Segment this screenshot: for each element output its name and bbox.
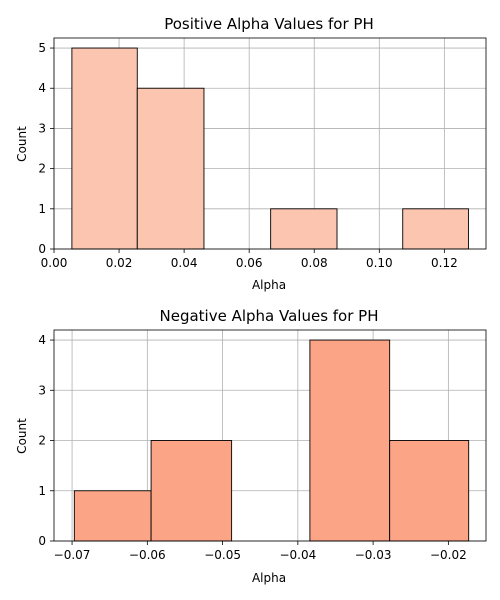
x-tick-label: 0.10 — [366, 256, 393, 270]
y-tick-label: 0 — [38, 534, 46, 548]
chart-positive-alpha: Positive Alpha Values for PH 0.00 0.02 0.0… — [15, 15, 487, 292]
histogram-bar — [150, 440, 233, 542]
plot-frame — [53, 37, 487, 250]
y-ticks: 0 1 2 3 4 — [38, 333, 54, 548]
x-tick-label: 0.02 — [106, 256, 133, 270]
x-tick-label: −0.07 — [54, 548, 91, 562]
chart-title: Negative Alpha Values for PH — [160, 307, 379, 325]
y-axis-label: Count — [15, 418, 29, 454]
bars — [71, 47, 469, 250]
x-axis-label: Alpha — [252, 278, 286, 292]
x-tick-label: −0.04 — [279, 548, 316, 562]
y-tick-label: 1 — [38, 484, 46, 498]
histogram-bar — [73, 490, 152, 542]
histogram-bar — [389, 440, 470, 542]
y-tick-label: 4 — [38, 333, 46, 347]
x-ticks: −0.07 −0.06 −0.05 −0.04 −0.03 −0.02 — [54, 541, 467, 562]
histogram-bar — [402, 208, 469, 250]
y-tick-label: 1 — [38, 202, 46, 216]
y-tick-label: 4 — [38, 81, 46, 95]
x-tick-label: 0.08 — [301, 256, 328, 270]
x-tick-label: −0.03 — [355, 548, 392, 562]
x-tick-label: 0.12 — [431, 256, 458, 270]
x-ticks: 0.00 0.02 0.04 0.06 0.08 0.10 0.12 — [41, 249, 458, 270]
x-tick-label: −0.05 — [204, 548, 241, 562]
y-tick-label: 2 — [38, 162, 46, 176]
chart-negative-alpha: Negative Alpha Values for PH −0.07 −0.06−… — [15, 307, 487, 585]
y-tick-label: 0 — [38, 242, 46, 256]
y-tick-label: 5 — [38, 41, 46, 55]
y-tick-label: 3 — [38, 383, 46, 397]
y-axis-label: Count — [15, 126, 29, 162]
bars — [73, 339, 470, 542]
x-tick-label: −0.06 — [129, 548, 166, 562]
histogram-bar — [136, 87, 205, 250]
plot-frame — [53, 329, 487, 542]
histogram-bar — [71, 47, 138, 250]
y-ticks: 0 1 2 3 4 5 — [38, 41, 54, 256]
x-tick-label: 0.00 — [41, 256, 68, 270]
chart-title: Positive Alpha Values for PH — [164, 15, 374, 33]
histogram-bar — [309, 339, 391, 542]
y-tick-label: 2 — [38, 434, 46, 448]
x-tick-label: −0.02 — [430, 548, 467, 562]
x-axis-label: Alpha — [252, 571, 286, 585]
y-tick-label: 3 — [38, 121, 46, 135]
x-tick-label: 0.04 — [171, 256, 198, 270]
x-tick-label: 0.06 — [236, 256, 263, 270]
histogram-bar — [270, 208, 338, 250]
